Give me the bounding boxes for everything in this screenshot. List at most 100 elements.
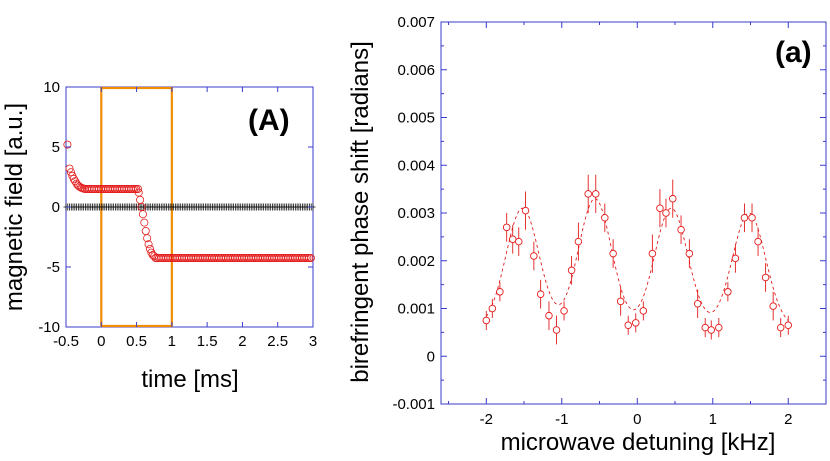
- chart-b-data-series: [482, 174, 793, 345]
- chart-b-data-point: [552, 326, 561, 334]
- chart-b-y-axis-label: birefringent phase shift [radians]: [347, 41, 374, 383]
- chart-a-y-tick-label: 0: [52, 199, 60, 216]
- chart-b-x-axis-label: microwave detuning [kHz]: [501, 429, 776, 456]
- chart-a-x-ticks: -0.5 0 0.5 1 1.5 2 2.5 3: [53, 87, 317, 350]
- chart-b-x-tick-label: 2: [784, 411, 792, 428]
- chart-b-data-point: [769, 302, 777, 310]
- chart-b-data-point: [761, 273, 770, 282]
- chart-a-field-series: [63, 140, 315, 262]
- chart-b-data-point: [609, 249, 617, 258]
- chart-b-y-tick-label: -0.001: [392, 396, 435, 413]
- chart-a-x-tick-label: 0: [97, 333, 105, 350]
- chart-a-data-point: [303, 253, 312, 262]
- chart-a-y-tick-label: 5: [52, 139, 60, 156]
- chart-b-data-point: [624, 321, 632, 329]
- chart-b-data-point: [648, 249, 657, 258]
- chart-b-panel-label: (a): [775, 36, 812, 69]
- chart-b-x-tick-label: -2: [480, 411, 493, 428]
- chart-a-data-point: [63, 140, 72, 149]
- chart-a-data-point: [148, 250, 157, 259]
- chart-b-y-tick-label: 0.002: [397, 253, 435, 270]
- chart-b-data-point: [592, 190, 600, 198]
- chart-b-data-point: [662, 209, 670, 217]
- chart-b-y-tick-label: 0.003: [397, 205, 435, 222]
- chart-b-x-tick-label: 0: [633, 411, 641, 428]
- chart-a-data-point: [301, 253, 310, 262]
- chart-a-data-point: [72, 179, 81, 188]
- chart-a-data-point: [128, 184, 137, 193]
- chart-a-baseline-series: [63, 203, 316, 211]
- chart-b-data-point: [731, 254, 740, 263]
- chart-a-x-tick-label: 1: [168, 333, 176, 350]
- chart-b-data-point: [567, 266, 576, 275]
- chart-a-y-tick-label: 10: [43, 79, 60, 96]
- chart-b-data-point: [632, 319, 640, 327]
- chart-b-data-point: [724, 288, 732, 296]
- chart-a-data-point: [136, 195, 145, 204]
- chart-b-y-tick-label: 0.007: [397, 14, 435, 31]
- chart-b-data-point: [530, 252, 538, 260]
- chart-b-data-point: [707, 326, 716, 334]
- chart-a-data-point: [140, 218, 149, 227]
- chart-b-data-point: [488, 304, 497, 313]
- chart-b-data-point: [616, 297, 625, 306]
- chart-b-data-point: [748, 214, 756, 222]
- chart-b-data-point: [677, 225, 685, 234]
- chart-b-data-point: [521, 206, 530, 215]
- chart-a-x-tick-label: -0.5: [53, 333, 79, 350]
- chart-a-data-point: [133, 184, 142, 193]
- chart-b-y-tick-label: 0: [427, 348, 435, 365]
- chart-b-data-point: [496, 288, 504, 296]
- chart-a-y-axis-label: magnetic field [a.u.]: [1, 103, 28, 311]
- chart-a-x-tick-label: 1.5: [197, 333, 218, 350]
- chart-a-data-point: [144, 240, 153, 249]
- chart-b-data-point: [784, 321, 793, 329]
- chart-a-y-tick-label: -5: [47, 259, 60, 276]
- chart-a-x-tick-label: 0.5: [126, 333, 147, 350]
- chart-a-data-point: [69, 174, 78, 183]
- chart-b-y-tick-label: 0.006: [397, 62, 435, 79]
- chart-b-y-tick-label: 0.001: [397, 301, 435, 318]
- chart-a-data-point: [306, 253, 315, 262]
- chart-b-plot-frame: [440, 21, 827, 405]
- chart-a-data-point: [143, 234, 152, 243]
- chart-b-data-point: [754, 237, 762, 246]
- chart-a-x-tick-label: 2: [238, 333, 246, 350]
- chart-b-y-tick-label: 0.004: [397, 157, 435, 174]
- chart-b-y-tick-label: 0.005: [397, 110, 435, 127]
- chart-b-data-point: [639, 307, 648, 315]
- chart-a-data-point: [66, 168, 75, 177]
- chart-a: -0.5 0 0.5 1 1.5 2 2.5 3 10 5 0 -5 -10 (A) time [ms…: [1, 79, 317, 393]
- chart-b-data-point: [685, 249, 694, 258]
- chart-b-data-point: [560, 307, 568, 315]
- chart-b: -2 -1 0 1 2 0.0070.0060.0050.0040.0030.0020.…: [347, 14, 827, 456]
- chart-a-y-ticks: 10 5 0 -5 -10: [38, 79, 313, 336]
- chart-a-data-point: [138, 210, 147, 219]
- chart-b-x-tick-label: 1: [709, 411, 717, 428]
- chart-a-x-tick-label: 3: [309, 333, 317, 350]
- chart-b-data-point: [669, 194, 677, 203]
- chart-a-data-point: [305, 253, 314, 262]
- chart-b-data-point: [601, 214, 609, 222]
- chart-b-data-point: [515, 237, 523, 246]
- chart-a-y-tick-label: -10: [38, 319, 60, 336]
- chart-a-data-point: [65, 164, 74, 173]
- chart-b-data-point: [502, 223, 511, 232]
- chart-b-data-point: [740, 214, 749, 222]
- chart-a-x-axis-label: time [ms]: [141, 366, 238, 393]
- chart-b-x-ticks: -2 -1 0 1 2: [448, 22, 827, 428]
- chart-a-panel-label: (A): [248, 104, 290, 137]
- chart-b-data-point: [482, 316, 491, 325]
- chart-b-data-point: [574, 237, 583, 246]
- chart-a-data-point: [71, 177, 80, 186]
- chart-b-data-point: [545, 311, 553, 320]
- chart-b-data-point: [584, 190, 592, 198]
- chart-b-data-point: [536, 290, 545, 298]
- chart-b-data-point: [715, 323, 723, 332]
- chart-b-data-point: [656, 204, 664, 212]
- chart-b-data-point: [693, 299, 702, 308]
- chart-b-x-tick-label: -1: [555, 411, 568, 428]
- chart-b-data-point: [776, 323, 785, 332]
- chart-b-y-ticks: 0.007 0.006 0.005 0.004 0.003 0.002 0.001 0 -0.0…: [392, 14, 826, 413]
